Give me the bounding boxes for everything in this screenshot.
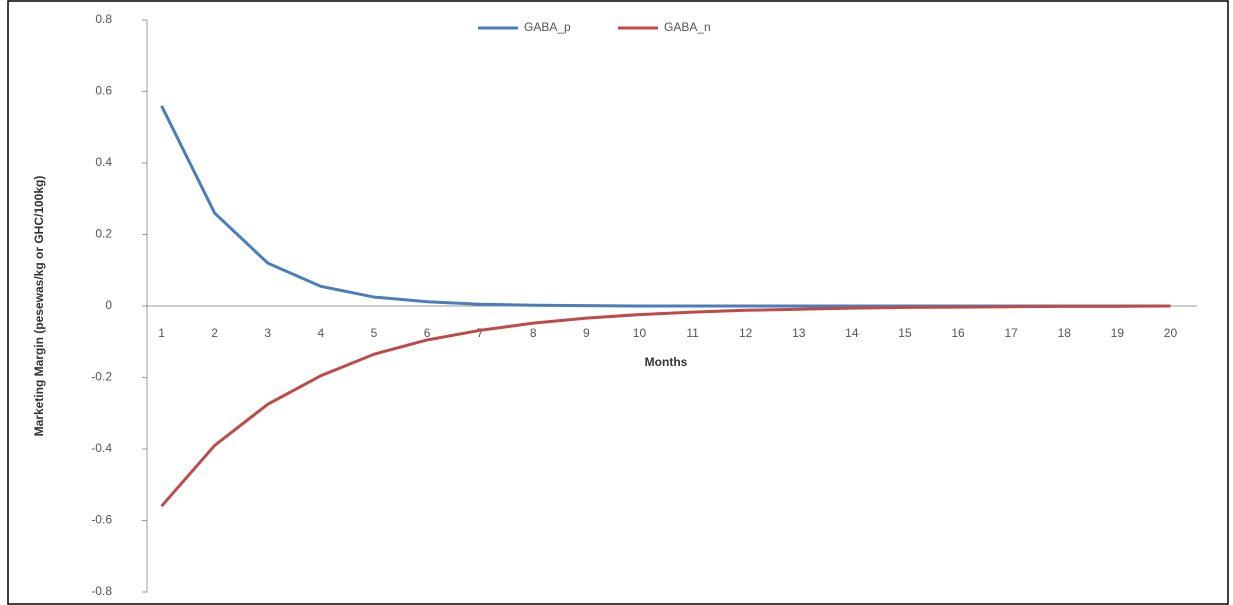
y-tick-label: -0.2	[91, 370, 112, 384]
x-tick-label: 2	[211, 326, 218, 340]
y-tick-label: -0.6	[91, 513, 112, 527]
x-tick-label: 1	[158, 326, 165, 340]
y-tick-label: -0.4	[91, 441, 112, 455]
y-tick-label: 0	[105, 298, 112, 312]
x-tick-label: 8	[530, 326, 537, 340]
x-tick-label: 18	[1058, 326, 1072, 340]
y-tick-label: 0.4	[95, 155, 112, 169]
y-tick-label: 0.6	[95, 84, 112, 98]
x-tick-label: 5	[371, 326, 378, 340]
x-tick-label: 17	[1004, 326, 1018, 340]
series-line	[160, 105, 1171, 308]
y-tick-label: -0.8	[91, 584, 112, 598]
x-tick-label: 13	[792, 326, 806, 340]
x-tick-label: 12	[739, 326, 753, 340]
legend-label: GABA_p	[524, 20, 571, 34]
x-tick-label: 7	[477, 326, 484, 340]
x-tick-label: 3	[264, 326, 271, 340]
legend-label: GABA_n	[664, 20, 711, 34]
y-axis-label: Marketing Margin (pesewas/kg or GHC/100k…	[32, 176, 46, 437]
x-tick-label: 14	[845, 326, 859, 340]
x-tick-label: 16	[951, 326, 965, 340]
series-line	[160, 304, 1171, 508]
x-tick-label: 9	[583, 326, 590, 340]
x-tick-label: 20	[1164, 326, 1178, 340]
x-tick-label: 15	[898, 326, 912, 340]
x-tick-label: 6	[424, 326, 431, 340]
y-tick-label: 0.2	[95, 227, 112, 241]
x-tick-label: 19	[1111, 326, 1125, 340]
frame	[7, 0, 1229, 605]
x-tick-label: 4	[318, 326, 325, 340]
x-tick-label: 11	[686, 326, 699, 340]
x-tick-label: 10	[633, 326, 647, 340]
x-axis-label: Months	[645, 355, 688, 369]
y-tick-label: 0.8	[95, 12, 112, 26]
